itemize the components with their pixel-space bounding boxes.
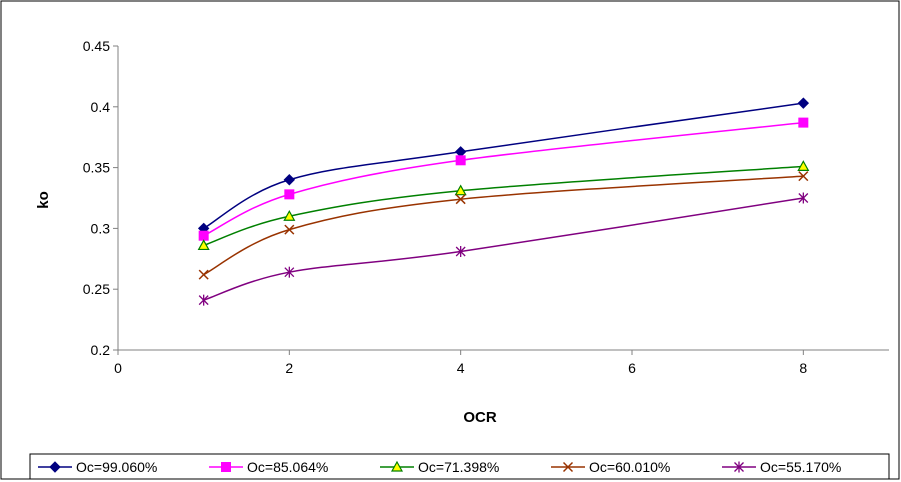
data-point xyxy=(798,192,809,204)
data-point xyxy=(455,246,466,258)
data-point xyxy=(197,239,210,251)
y-tick-label: 0.2 xyxy=(91,342,111,358)
series-line xyxy=(203,121,804,237)
data-point xyxy=(798,171,809,182)
series-line xyxy=(203,102,804,230)
series-markers xyxy=(197,97,810,306)
x-tick-label: 6 xyxy=(628,360,636,376)
x-tick-label: 0 xyxy=(114,360,122,376)
legend-marker xyxy=(221,462,231,472)
data-point xyxy=(798,117,809,128)
y-tick-label: 0.4 xyxy=(91,99,111,115)
data-point xyxy=(284,189,295,200)
legend-label: Oc=55.170% xyxy=(760,459,841,475)
data-point xyxy=(283,174,296,186)
legend-label: Oc=99.060% xyxy=(76,459,157,475)
legend-label: Oc=71.398% xyxy=(418,459,499,475)
x-axis-ticks: 0 2 4 6 8 xyxy=(114,350,807,376)
y-tick-label: 0.45 xyxy=(83,38,110,54)
legend-marker xyxy=(49,461,61,473)
legend-marker xyxy=(390,460,404,472)
series-line xyxy=(203,175,804,276)
legend-label: Oc=60.010% xyxy=(589,459,670,475)
legend-marker xyxy=(562,461,574,473)
x-axis-title: OCR xyxy=(463,409,497,426)
legend-item: Oc=55.170% xyxy=(722,459,841,475)
y-tick-label: 0.3 xyxy=(91,220,111,236)
y-tick-label: 0.35 xyxy=(83,160,110,176)
data-point xyxy=(198,294,209,306)
data-point xyxy=(198,269,209,280)
x-tick-label: 8 xyxy=(799,360,807,376)
legend-item: Oc=60.010% xyxy=(551,459,670,475)
data-point xyxy=(283,210,296,221)
data-point xyxy=(455,155,466,166)
legend-marker xyxy=(734,461,744,473)
data-point xyxy=(284,266,295,278)
legend: Oc=99.060% Oc=85.064% Oc=71.398% Oc=60.010%… xyxy=(38,459,841,475)
data-point xyxy=(797,160,810,171)
legend-label: Oc=85.064% xyxy=(247,459,328,475)
data-point xyxy=(284,224,295,235)
x-tick-label: 4 xyxy=(457,360,465,376)
series-lines xyxy=(203,102,804,301)
series-line xyxy=(203,197,804,301)
legend-item: Oc=99.060% xyxy=(38,459,157,475)
data-point xyxy=(455,194,466,205)
y-axis-title: ko xyxy=(35,191,52,209)
y-tick-label: 0.25 xyxy=(83,281,110,297)
series-line xyxy=(203,165,804,247)
y-axis-ticks: 0.2 0.25 0.3 0.35 0.4 0.45 xyxy=(83,38,118,358)
data-point xyxy=(198,230,209,241)
data-point xyxy=(797,97,810,109)
legend-item: Oc=85.064% xyxy=(209,459,328,475)
x-tick-label: 2 xyxy=(285,360,293,376)
legend-item: Oc=71.398% xyxy=(380,459,499,475)
data-point xyxy=(454,184,467,196)
